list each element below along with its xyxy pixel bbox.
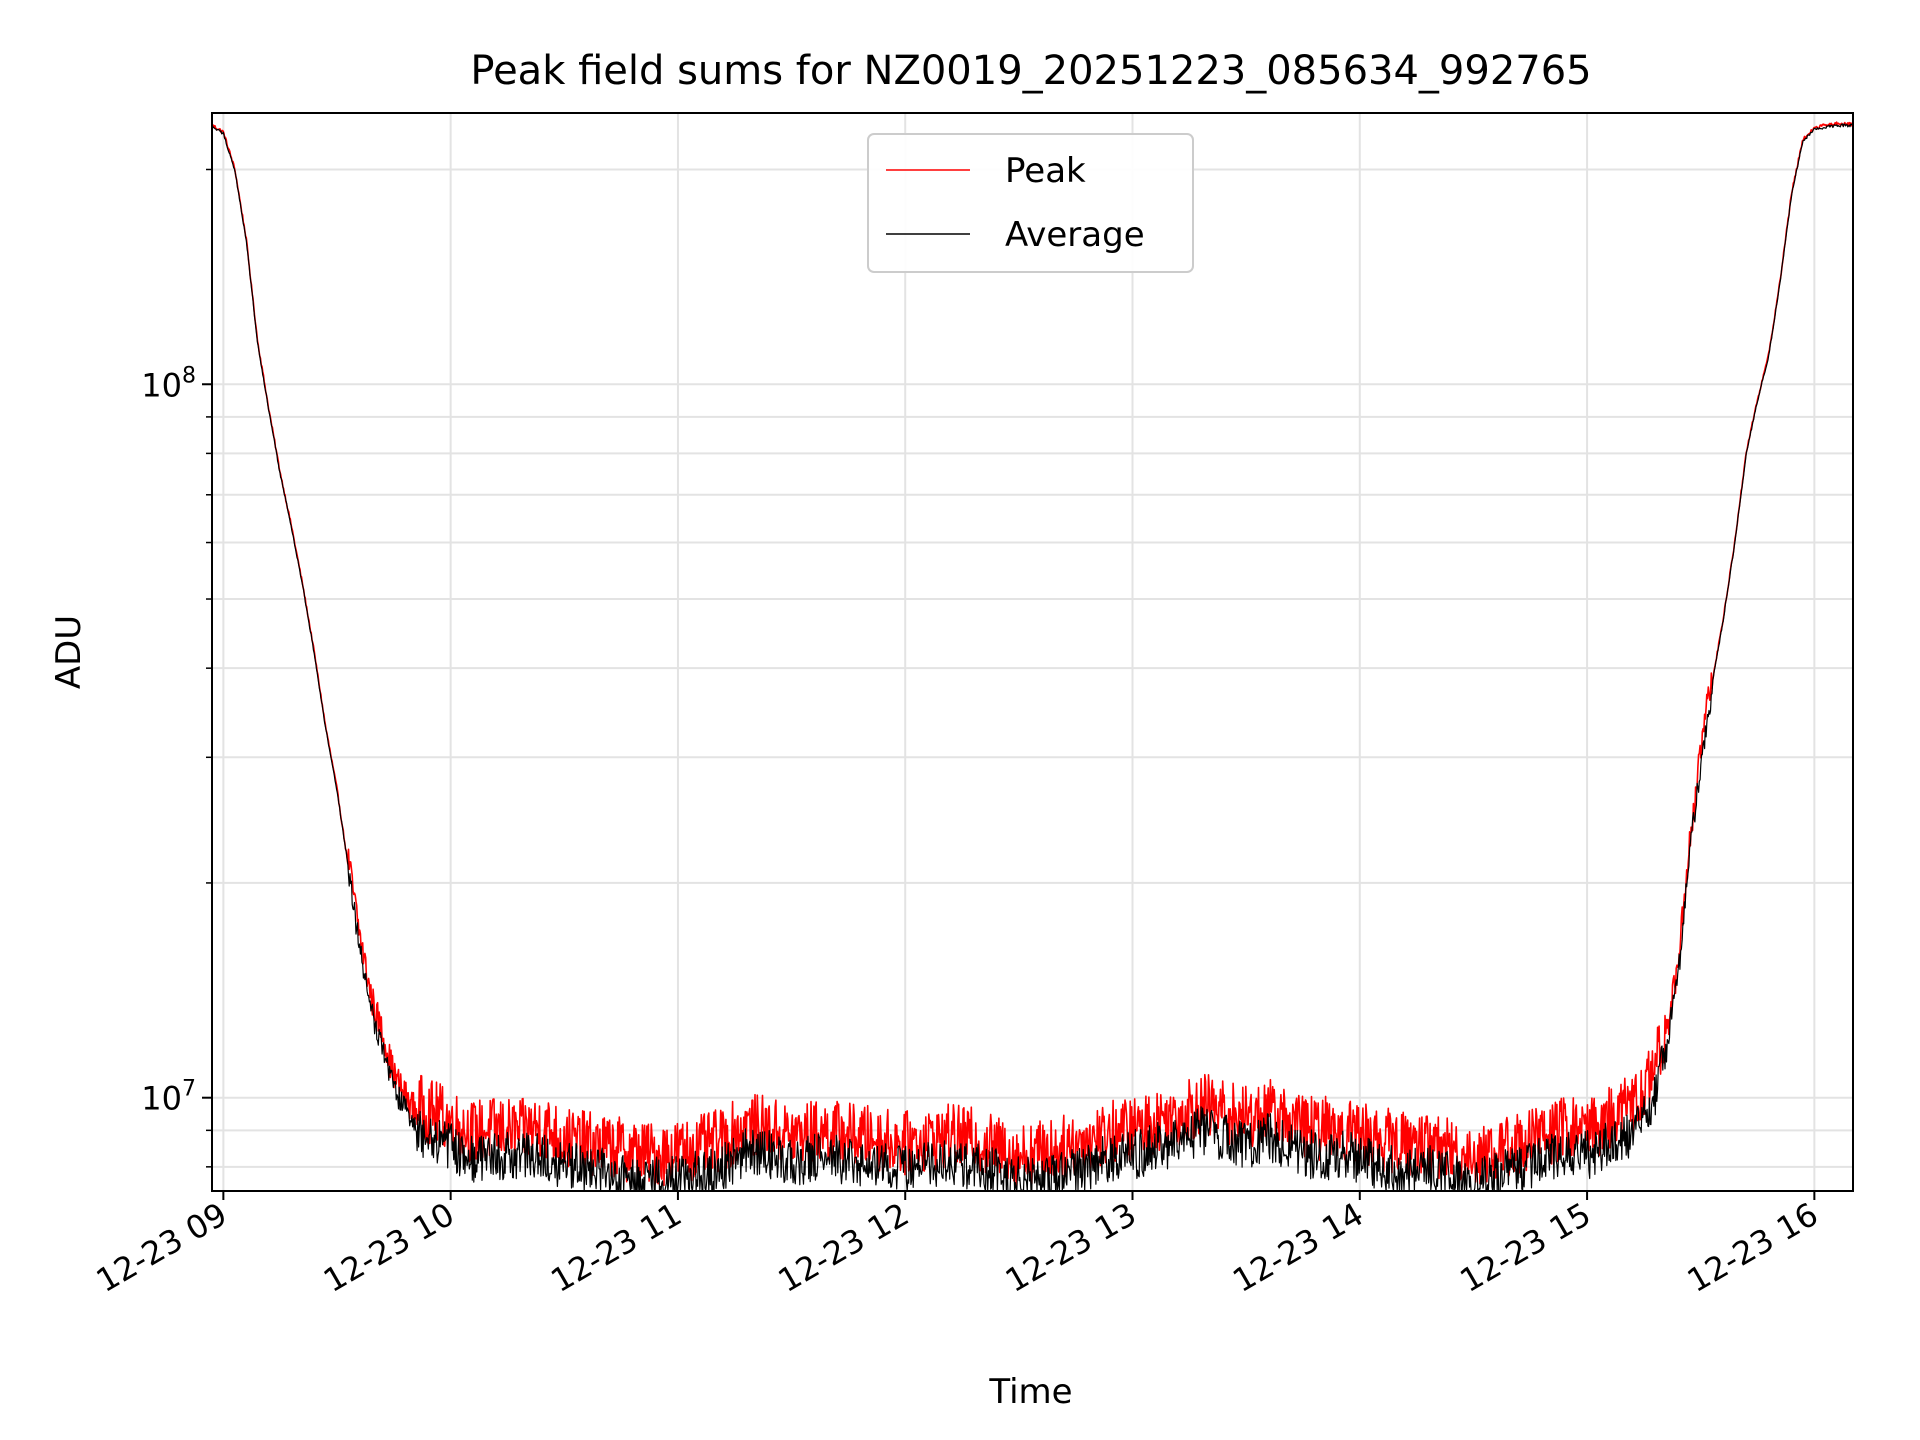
x-axis-label: Time [988, 1372, 1072, 1412]
series-lines [211, 121, 1854, 1192]
legend-label-average: Average [1005, 215, 1145, 255]
y-axis-label: ADU [49, 615, 89, 689]
y-tick-label: 107 [141, 1077, 196, 1118]
chart-title: Peak field sums for NZ0019_20251223_0856… [470, 48, 1591, 94]
legend-label-peak: Peak [1005, 151, 1086, 191]
series-line-peak [211, 121, 1854, 1187]
legend: Peak Average [867, 133, 1194, 273]
series-line-average [211, 123, 1854, 1192]
plot-frame [211, 112, 1854, 1192]
grid-lines [212, 113, 1853, 1191]
legend-box [867, 133, 1194, 273]
y-tick-label: 108 [141, 363, 196, 404]
